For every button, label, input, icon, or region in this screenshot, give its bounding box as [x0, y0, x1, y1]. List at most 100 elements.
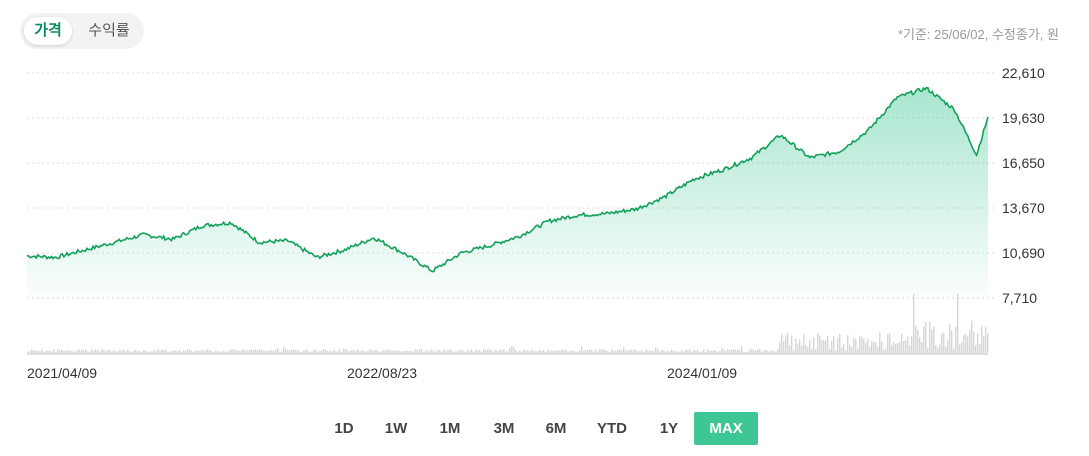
- volume-bar: [933, 326, 935, 353]
- volume-bar: [221, 351, 223, 353]
- volume-bar: [301, 351, 303, 353]
- volume-bar: [199, 350, 201, 353]
- volume-bar: [825, 340, 827, 353]
- volume-bar: [895, 344, 897, 353]
- volume-bar: [781, 334, 783, 353]
- volume-bar: [389, 350, 391, 353]
- volume-bar: [641, 349, 643, 353]
- volume-bar: [449, 349, 451, 353]
- y-tick-label: 10,690: [1002, 245, 1045, 261]
- range-button-3m[interactable]: 3M: [493, 420, 515, 437]
- volume-bar: [179, 350, 181, 353]
- volume-bar: [625, 350, 627, 353]
- volume-bar: [943, 332, 945, 353]
- volume-bar: [849, 344, 851, 353]
- volume-bar: [491, 350, 493, 353]
- volume-bar: [317, 351, 319, 353]
- volume-bar: [577, 351, 579, 353]
- volume-bar: [987, 333, 989, 353]
- volume-bar: [941, 334, 943, 353]
- volume-bar: [885, 348, 887, 353]
- volume-bar: [111, 351, 113, 353]
- volume-bar: [453, 351, 455, 353]
- range-button-max[interactable]: MAX: [694, 412, 758, 445]
- volume-bar: [589, 349, 591, 353]
- volume-bar: [483, 349, 485, 353]
- volume-bar: [909, 345, 911, 353]
- volume-bar: [511, 346, 513, 353]
- volume-bar: [649, 350, 651, 353]
- range-button-1d[interactable]: 1D: [334, 420, 354, 437]
- volume-bar: [87, 351, 89, 353]
- volume-bar: [169, 351, 171, 353]
- range-button-1y[interactable]: 1Y: [659, 420, 679, 437]
- volume-bar: [725, 351, 727, 353]
- volume-bar: [439, 350, 441, 353]
- range-button-1m[interactable]: 1M: [439, 420, 461, 437]
- volume-bar: [841, 347, 843, 353]
- price-tab[interactable]: 가격: [24, 17, 72, 45]
- volume-bar: [723, 349, 725, 353]
- volume-bar: [425, 350, 427, 353]
- volume-bar: [695, 350, 697, 353]
- volume-bar: [663, 350, 665, 353]
- volume-bar: [393, 350, 395, 353]
- volume-bar: [893, 342, 895, 353]
- volume-bar: [503, 349, 505, 353]
- volume-bar: [61, 349, 63, 353]
- return-tab[interactable]: 수익률: [88, 22, 130, 39]
- volume-bar: [507, 351, 509, 353]
- volume-bar: [283, 346, 285, 353]
- volume-bar: [485, 349, 487, 353]
- volume-bar: [367, 351, 369, 353]
- volume-bar: [705, 351, 707, 353]
- volume-bar: [251, 349, 253, 353]
- range-button-1w[interactable]: 1W: [384, 420, 408, 437]
- volume-bar: [749, 349, 751, 353]
- volume-bar: [197, 350, 199, 353]
- volume-bar: [915, 325, 917, 353]
- volume-bar: [495, 349, 497, 353]
- volume-bar: [565, 349, 567, 353]
- volume-bar: [709, 350, 711, 353]
- volume-bar: [793, 350, 795, 353]
- volume-bar: [441, 351, 443, 353]
- volume-bar: [521, 351, 523, 353]
- volume-bar: [661, 349, 663, 353]
- volume-bar: [359, 351, 361, 353]
- volume-bar: [381, 351, 383, 353]
- volume-bar: [803, 334, 805, 353]
- volume-bar: [141, 351, 143, 353]
- volume-bar: [109, 349, 111, 353]
- volume-bar: [527, 350, 529, 353]
- volume-bar: [665, 351, 667, 353]
- volume-bar: [823, 340, 825, 353]
- volume-bar: [235, 350, 237, 353]
- volume-bar: [145, 350, 147, 353]
- volume-bar: [31, 349, 33, 353]
- range-button-6m[interactable]: 6M: [545, 420, 567, 437]
- volume-bar: [405, 350, 407, 353]
- volume-bar: [779, 342, 781, 353]
- volume-bar: [479, 350, 481, 353]
- volume-bar: [243, 349, 245, 353]
- volume-bar: [939, 344, 941, 353]
- volume-bar: [631, 349, 633, 353]
- volume-bar: [923, 326, 925, 353]
- volume-bar: [461, 349, 463, 353]
- volume-bar: [881, 341, 883, 353]
- volume-bar: [903, 340, 905, 353]
- range-button-ytd[interactable]: YTD: [597, 420, 627, 437]
- volume-bar: [353, 350, 355, 353]
- volume-bar: [627, 350, 629, 353]
- volume-bar: [473, 351, 475, 353]
- volume-bar: [669, 351, 671, 353]
- volume-bar: [807, 347, 809, 353]
- volume-bar: [889, 333, 891, 353]
- volume-bar: [581, 346, 583, 353]
- volume-bar: [899, 341, 901, 353]
- volume-bar: [345, 349, 347, 353]
- volume-bar: [981, 326, 983, 353]
- volume-bar: [73, 351, 75, 353]
- volume-bar: [755, 350, 757, 353]
